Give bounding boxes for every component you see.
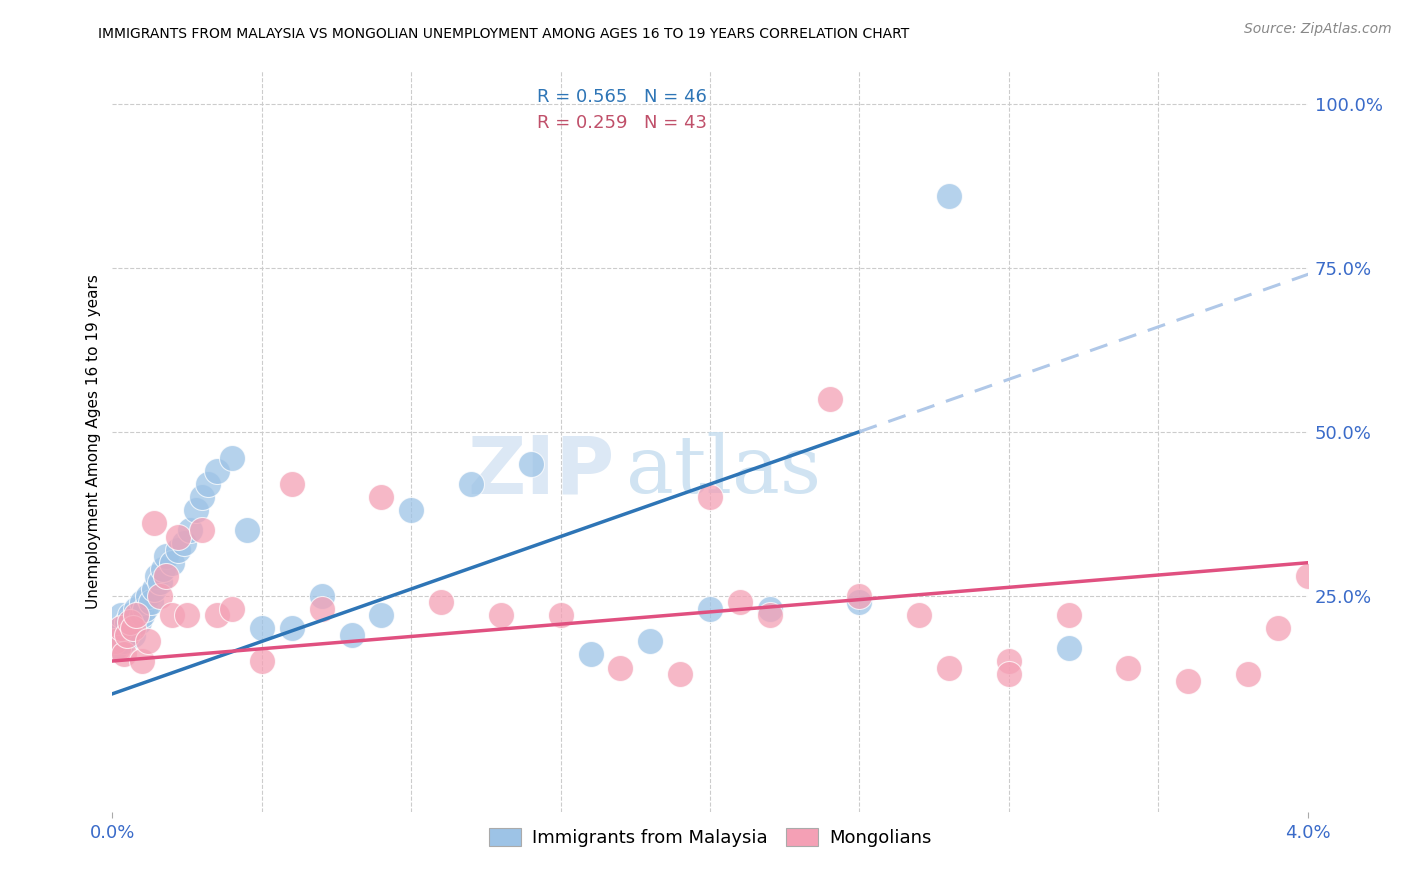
Point (143, 582, 166, 596)
Point (186, 503, 208, 517)
Point (197, 477, 219, 491)
Point (728, 595, 751, 609)
Point (155, 569, 177, 583)
Point (281, 477, 304, 491)
Point (699, 601, 721, 615)
Point (340, 628, 363, 642)
Y-axis label: Unemployment Among Ages 16 to 19 years: Unemployment Among Ages 16 to 19 years (86, 274, 101, 609)
Point (131, 595, 153, 609)
Point (191, 490, 214, 504)
Point (908, 608, 931, 623)
Point (125, 601, 148, 615)
Point (122, 621, 145, 635)
Point (205, 464, 228, 478)
Point (114, 634, 135, 648)
Point (173, 536, 195, 550)
Point (205, 608, 228, 623)
Point (998, 667, 1021, 681)
Point (1177, 673, 1199, 688)
Text: N = 43: N = 43 (644, 114, 707, 132)
Point (938, 660, 960, 674)
Point (370, 490, 392, 504)
Point (1237, 667, 1260, 681)
Point (848, 589, 870, 603)
Text: N = 46: N = 46 (644, 87, 707, 105)
Text: atlas: atlas (627, 432, 821, 510)
Point (152, 562, 174, 576)
Point (155, 549, 177, 564)
Point (110, 608, 132, 623)
Point (146, 569, 169, 583)
Point (162, 608, 183, 623)
Point (1118, 660, 1140, 674)
Point (149, 575, 172, 590)
Point (104, 634, 127, 648)
Point (579, 648, 602, 662)
Point (138, 634, 160, 648)
Point (107, 640, 129, 655)
Point (250, 654, 273, 668)
Text: ZIP: ZIP (467, 432, 614, 510)
Point (818, 392, 841, 406)
Point (520, 458, 543, 472)
Point (167, 530, 190, 544)
Point (281, 621, 304, 635)
Point (120, 608, 142, 623)
Point (143, 516, 166, 531)
Point (117, 628, 139, 642)
Point (114, 648, 135, 662)
Text: Source: ZipAtlas.com: Source: ZipAtlas.com (1244, 22, 1392, 37)
Point (236, 523, 259, 537)
Point (550, 608, 572, 623)
Point (134, 601, 156, 615)
Point (179, 523, 201, 537)
Point (848, 595, 870, 609)
Text: IMMIGRANTS FROM MALAYSIA VS MONGOLIAN UNEMPLOYMENT AMONG AGES 16 TO 19 YEARS COR: IMMIGRANTS FROM MALAYSIA VS MONGOLIAN UN… (98, 27, 910, 41)
Point (176, 608, 198, 623)
Point (1057, 608, 1080, 623)
Point (1267, 621, 1289, 635)
Point (489, 608, 512, 623)
Point (167, 542, 190, 557)
Point (1057, 640, 1080, 655)
Point (110, 621, 132, 635)
Point (460, 477, 482, 491)
Point (669, 667, 692, 681)
Point (1296, 569, 1319, 583)
Point (759, 608, 782, 623)
Point (759, 601, 782, 615)
Point (110, 621, 132, 635)
Point (120, 615, 142, 629)
Point (221, 450, 243, 465)
Point (311, 589, 333, 603)
Point (221, 601, 243, 615)
Point (138, 589, 160, 603)
Point (120, 621, 142, 635)
Point (128, 615, 150, 629)
Point (998, 654, 1021, 668)
Point (162, 556, 183, 570)
Point (430, 595, 453, 609)
Point (250, 621, 273, 635)
Point (401, 503, 423, 517)
Legend: Immigrants from Malaysia, Mongolians: Immigrants from Malaysia, Mongolians (479, 819, 941, 856)
Point (122, 628, 145, 642)
Point (117, 615, 139, 629)
Point (131, 608, 153, 623)
Point (938, 189, 960, 203)
Point (370, 608, 392, 623)
Point (191, 523, 214, 537)
Point (131, 654, 153, 668)
Point (141, 595, 163, 609)
Point (640, 634, 662, 648)
Point (107, 628, 129, 642)
Point (149, 589, 172, 603)
Point (311, 601, 333, 615)
Point (699, 490, 721, 504)
Point (104, 640, 127, 655)
Text: R = 0.259: R = 0.259 (537, 114, 627, 132)
Point (609, 660, 631, 674)
Point (125, 608, 148, 623)
Text: R = 0.565: R = 0.565 (537, 87, 627, 105)
